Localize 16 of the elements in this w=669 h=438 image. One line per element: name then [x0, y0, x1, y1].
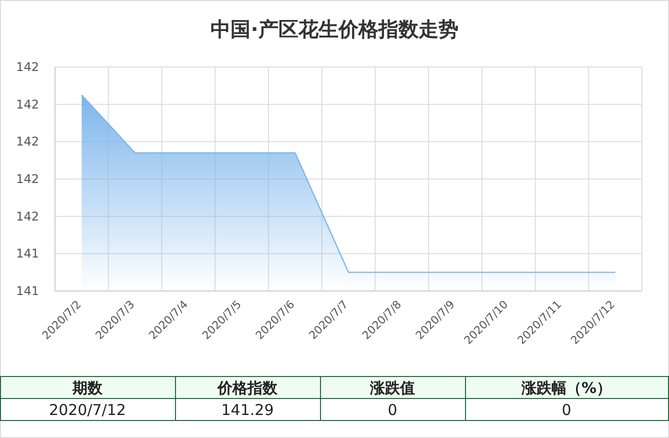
text: 0 [562, 401, 572, 419]
y-tick-label: 142 [16, 209, 39, 224]
text: 141.29 [221, 401, 274, 419]
y-tick-label: 142 [16, 172, 39, 186]
y-tick-label: 142 [16, 97, 39, 112]
y-tick-label: 141 [16, 246, 39, 261]
y-tick-label: 142 [16, 134, 39, 149]
text: 2020/7/12 [49, 401, 126, 419]
text: 价格指数 [216, 379, 278, 397]
text: 涨跌值 [369, 379, 415, 397]
text: 0 [388, 401, 398, 419]
text: 涨跌幅（%） [520, 379, 612, 397]
chart-title: 中国·产区花生价格指数走势 [210, 17, 458, 41]
text: 期数 [72, 379, 104, 397]
y-tick-label: 141 [16, 284, 39, 298]
y-tick-label: 142 [16, 60, 39, 74]
